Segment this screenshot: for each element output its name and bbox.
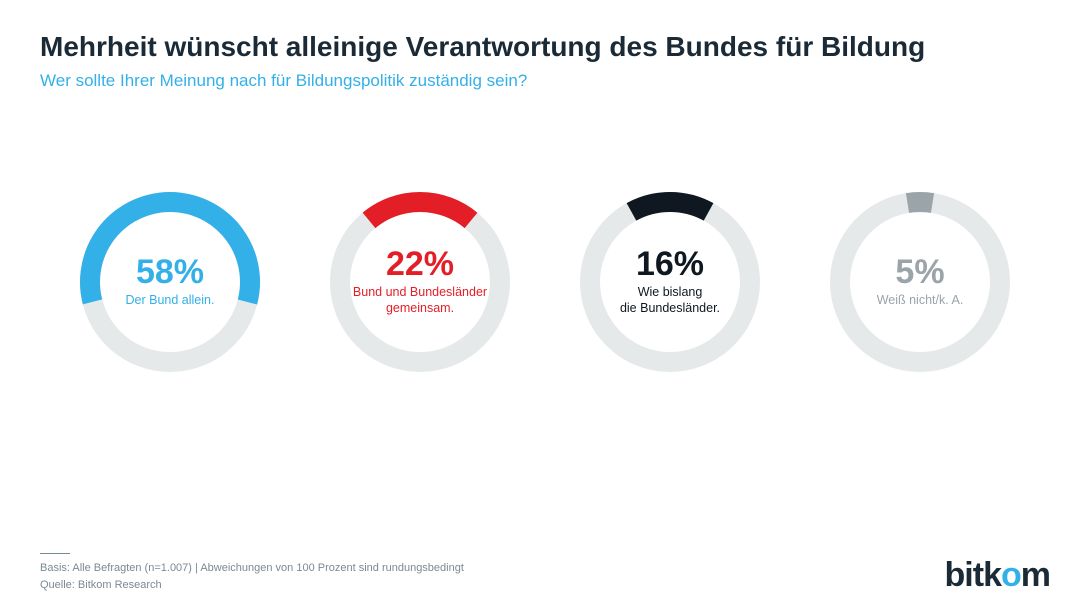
footer-rule <box>40 553 70 554</box>
donut-holder: 16%Wie bislang die Bundesländer. <box>570 182 770 382</box>
donut-track <box>840 202 1000 362</box>
donut-chart: 22%Bund und Bundesländer gemeinsam. <box>310 182 530 382</box>
footer-line-1: Basis: Alle Befragten (n=1.007) | Abweic… <box>40 560 464 577</box>
donut-holder: 22%Bund und Bundesländer gemeinsam. <box>320 182 520 382</box>
donut-holder: 58%Der Bund allein. <box>70 182 270 382</box>
donut-chart: 16%Wie bislang die Bundesländer. <box>560 182 780 382</box>
donut-track <box>590 202 750 362</box>
footer-line-2: Quelle: Bitkom Research <box>40 577 464 594</box>
footer-notes: Basis: Alle Befragten (n=1.007) | Abweic… <box>40 553 464 593</box>
donut-row: 58%Der Bund allein.22%Bund und Bundeslän… <box>40 182 1050 382</box>
bitkom-logo: bitkom <box>945 556 1050 595</box>
donut-svg <box>820 182 1020 382</box>
donut-holder: 5%Weiß nicht/k. A. <box>820 182 1020 382</box>
donut-arc <box>73 184 268 379</box>
donut-chart: 58%Der Bund allein. <box>60 182 280 382</box>
donut-chart: 5%Weiß nicht/k. A. <box>810 182 1030 382</box>
logo-part-o: o <box>1001 556 1021 594</box>
donut-svg <box>320 182 520 382</box>
page-title: Mehrheit wünscht alleinige Verantwortung… <box>40 30 1050 64</box>
infographic-page: Mehrheit wünscht alleinige Verantwortung… <box>0 0 1090 613</box>
logo-part-pre: bitk <box>945 556 1001 594</box>
donut-track <box>340 202 500 362</box>
donut-svg <box>70 182 270 382</box>
logo-part-post: m <box>1021 556 1050 594</box>
donut-svg <box>570 182 770 382</box>
page-subtitle: Wer sollte Ihrer Meinung nach für Bildun… <box>40 70 1050 92</box>
donut-arc <box>828 190 1011 373</box>
